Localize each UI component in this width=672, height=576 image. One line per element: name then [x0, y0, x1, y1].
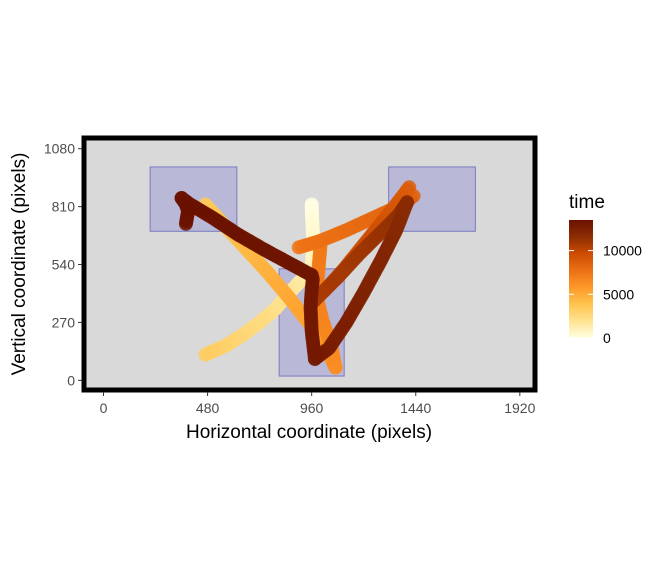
- y-tick-label: 270: [52, 314, 76, 330]
- legend-tick-label: 5000: [603, 286, 634, 302]
- y-tick-label: 810: [52, 199, 76, 215]
- x-axis-title: Horizontal coordinate (pixels): [186, 422, 432, 443]
- panel-border: [81, 135, 538, 393]
- data-point: [198, 347, 213, 362]
- legend-tick-label: 10000: [603, 243, 642, 259]
- x-tick-label: 1440: [400, 400, 431, 416]
- data-point: [178, 216, 193, 231]
- x-tick-label: 1920: [504, 400, 535, 416]
- legend-ticks: 0 5000 10000: [569, 243, 642, 346]
- y-axis-title: Vertical coordinate (pixels): [9, 153, 30, 376]
- legend-tick-label: 0: [603, 330, 611, 346]
- x-tick-label: 960: [300, 400, 324, 416]
- data-points: [174, 180, 421, 375]
- x-tick-label: 480: [196, 400, 220, 416]
- y-axis: 0 270 540 810 1080: [44, 141, 82, 388]
- legend-colorbar: [569, 220, 593, 338]
- legend-title: time: [569, 192, 605, 213]
- x-axis: 0 480 960 1440 1920: [100, 392, 536, 416]
- x-tick-label: 0: [100, 400, 108, 416]
- y-tick-label: 0: [67, 372, 75, 388]
- y-tick-label: 540: [52, 257, 76, 273]
- y-tick-label: 1080: [44, 141, 75, 157]
- legend: time 0 5000 10000: [569, 192, 642, 346]
